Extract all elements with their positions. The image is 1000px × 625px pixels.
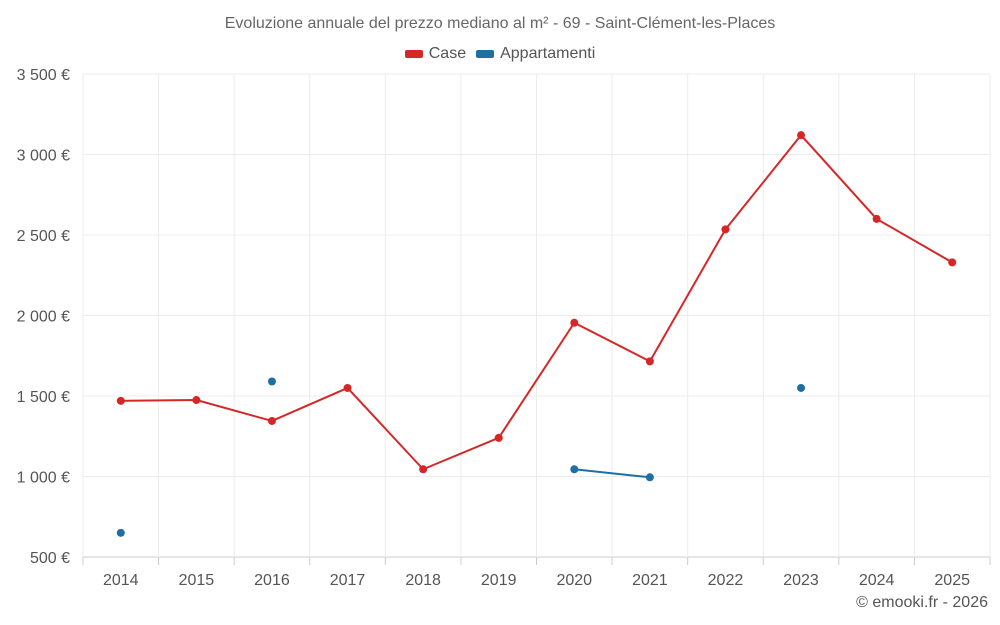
data-point-case: [116, 396, 125, 405]
legend-swatch-appartamenti: [476, 50, 495, 58]
y-tick-label: 1 500 €: [17, 389, 70, 406]
x-tick-label: 2024: [859, 572, 895, 589]
data-point-case: [797, 131, 806, 140]
data-point-case: [343, 383, 352, 392]
y-tick-label: 500 €: [30, 550, 70, 567]
series-line-case: [346, 386, 425, 471]
legend-label-case: Case: [428, 45, 467, 62]
data-point-appartamenti: [645, 473, 654, 482]
data-point-case: [494, 433, 503, 442]
series-line-case: [573, 321, 651, 363]
x-tick-label: 2020: [556, 572, 592, 589]
series-line-case: [195, 399, 273, 422]
series-line-appartamenti: [573, 468, 651, 479]
data-point-appartamenti: [570, 465, 579, 474]
x-tick-label: 2025: [934, 572, 970, 589]
series-line-case: [270, 386, 349, 422]
series-line-case: [800, 134, 878, 220]
legend: Case Appartamenti: [0, 45, 1000, 63]
data-point-case: [721, 225, 730, 234]
legend-item-case[interactable]: Case: [404, 45, 467, 63]
series-line-case: [422, 436, 500, 471]
y-tick-label: 2 500 €: [17, 228, 70, 245]
credit-text: © emooki.fr - 2026: [856, 594, 988, 611]
series-line-case: [875, 217, 954, 264]
series-line-case: [648, 228, 727, 363]
y-tick-label: 3 000 €: [17, 148, 70, 165]
x-tick-label: 2019: [481, 572, 517, 589]
x-tick-label: 2016: [254, 572, 290, 589]
legend-item-appartamenti[interactable]: Appartamenti: [476, 45, 595, 63]
series-line-case: [724, 134, 803, 231]
data-point-case: [267, 416, 276, 425]
y-tick-label: 1 000 €: [17, 470, 70, 487]
data-point-case: [192, 396, 201, 405]
data-point-case: [570, 318, 579, 327]
x-tick-label: 2018: [405, 572, 441, 589]
data-point-case: [419, 465, 428, 474]
data-point-appartamenti: [797, 383, 806, 392]
x-tick-label: 2023: [783, 572, 819, 589]
y-tick-label: 2 000 €: [17, 309, 70, 326]
legend-swatch-case: [404, 50, 423, 58]
series-line-case: [119, 399, 198, 402]
data-point-appartamenti: [267, 377, 276, 386]
chart-title: Evoluzione annuale del prezzo mediano al…: [224, 15, 776, 32]
x-tick-label: 2015: [179, 572, 215, 589]
data-point-case: [872, 214, 881, 223]
y-tick-label: 3 500 €: [17, 67, 70, 84]
legend-label-appartamenti: Appartamenti: [500, 45, 596, 62]
x-tick-label: 2017: [330, 572, 366, 589]
data-point-case: [645, 357, 654, 366]
x-tick-label: 2022: [708, 572, 744, 589]
x-tick-label: 2014: [103, 572, 139, 589]
series-line-case: [497, 321, 576, 439]
x-tick-label: 2021: [632, 572, 668, 589]
data-point-case: [948, 258, 957, 267]
data-point-appartamenti: [116, 528, 125, 537]
